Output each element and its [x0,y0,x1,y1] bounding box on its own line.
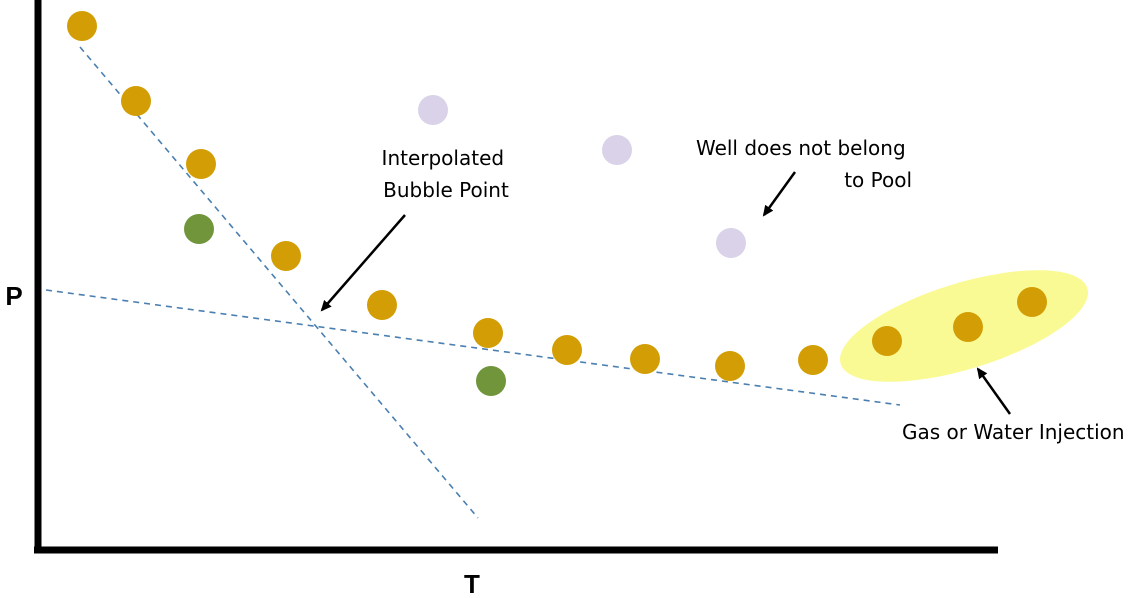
outlier-label: Well does not belong to Pool [696,136,912,192]
data-point [418,95,448,125]
data-point [121,86,151,116]
data-point [552,335,582,365]
data-point [716,228,746,258]
bubble-point-arrow [320,214,406,312]
steep-trend-line [79,46,479,519]
data-point [1017,287,1047,317]
shallow-trend-line [45,289,901,406]
data-point [476,366,506,396]
data-point [184,214,214,244]
x-axis-label: T [464,569,480,598]
bubble-point-label: Interpolated Bubble Point [382,146,511,202]
data-point [602,135,632,165]
injection-arrow [976,367,1012,415]
pool-wells [67,11,1047,381]
data-point [271,241,301,271]
data-point [367,290,397,320]
outlier-arrow [762,171,797,217]
data-point [715,351,745,381]
data-point [67,11,97,41]
y-axis-label: P [5,281,22,311]
data-point [473,318,503,348]
not-in-pool-wells [418,95,746,258]
data-point [953,312,983,342]
data-point [798,345,828,375]
injection-label: Gas or Water Injection [902,420,1125,444]
data-point [630,344,660,374]
other-wells [184,214,506,396]
data-point [186,149,216,179]
data-point [872,326,902,356]
